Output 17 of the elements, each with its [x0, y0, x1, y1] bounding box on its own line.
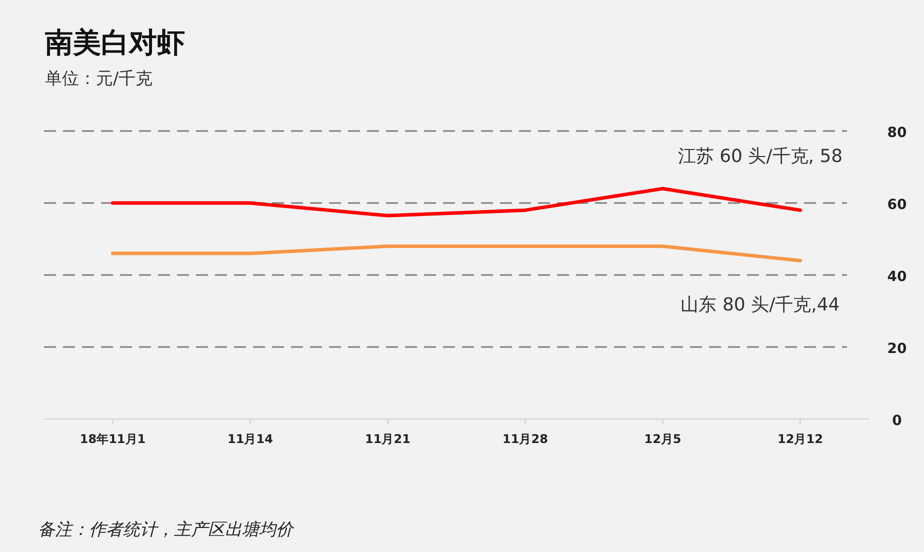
y-tick-label: 40 [887, 269, 907, 285]
chart-title: 南美白对虾 [44, 27, 185, 59]
annotation: 江苏 60 头/千克, 58 [678, 146, 843, 168]
y-tick-label: 60 [887, 197, 907, 213]
y-tick-label: 0 [892, 413, 902, 429]
x-tick-label: 11月21 [365, 432, 410, 446]
line-series [111, 186, 802, 218]
x-tick-label: 12月12 [778, 432, 823, 446]
x-tick-label: 11月14 [228, 432, 273, 446]
y-tick-label: 80 [887, 125, 907, 141]
x-tick-label: 11月28 [502, 432, 548, 446]
annotation: 山东 80 头/千克,44 [680, 294, 840, 316]
chart-subtitle: 单位：元/千克 [45, 69, 153, 89]
x-tick-label: 18年11月1 [80, 432, 146, 446]
x-tick-label: 12月5 [644, 432, 682, 446]
text: 备注：作者统计，主产区出塘均价 [38, 520, 295, 540]
y-tick-label: 20 [887, 341, 907, 357]
